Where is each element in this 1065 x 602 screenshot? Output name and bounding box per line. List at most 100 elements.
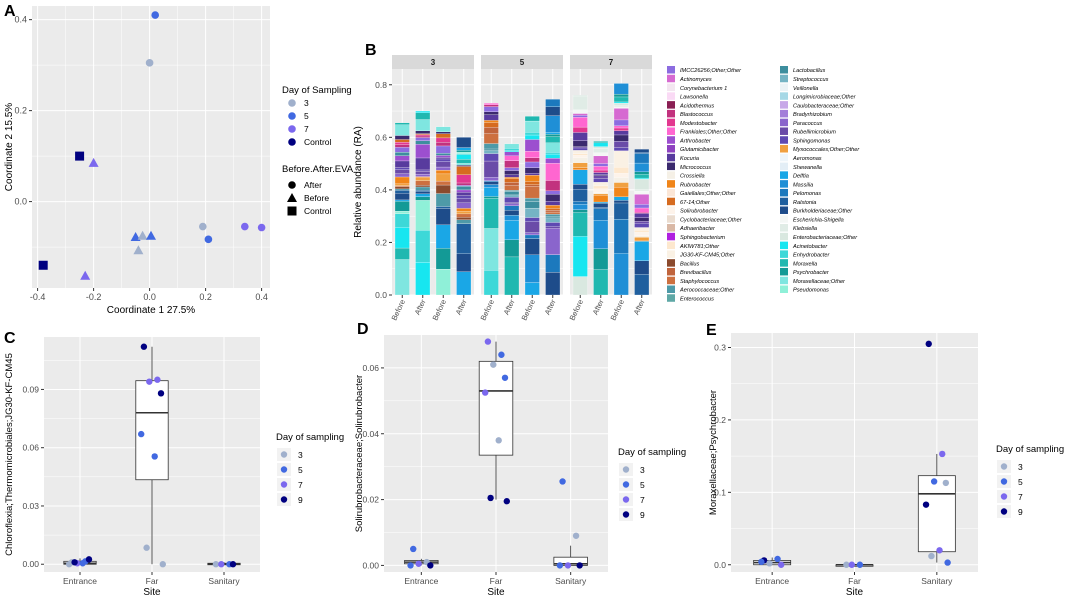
bar-segment — [504, 191, 520, 196]
bar-segment — [415, 134, 431, 137]
bar-segment — [613, 187, 629, 197]
bar-segment — [394, 190, 410, 194]
legend-label: JG30-KF-CM45;Other — [679, 253, 736, 259]
bar-segment — [394, 188, 410, 191]
x-tick-label: After — [502, 298, 517, 317]
jitter-point — [936, 547, 943, 554]
legend-key — [667, 197, 675, 206]
bar-segment — [634, 221, 650, 224]
bar-segment — [504, 194, 520, 198]
jitter-point — [495, 437, 502, 444]
bar-segment — [435, 184, 451, 194]
bar-segment — [456, 192, 472, 196]
y-tick-label: 0.03 — [22, 501, 39, 511]
bar-segment — [545, 190, 561, 195]
legend-key — [780, 224, 788, 232]
legend-label: Pelomonas — [793, 191, 821, 197]
bar-segment — [593, 269, 609, 296]
bar-segment — [572, 204, 588, 210]
bar-segment — [593, 166, 609, 171]
bar-segment — [572, 155, 588, 159]
jitter-point — [410, 545, 417, 553]
bar-segment — [593, 175, 609, 179]
legend-key — [667, 118, 675, 127]
bar-segment — [456, 202, 472, 209]
y-tick-label: 0.06 — [362, 363, 379, 373]
bar-segment — [415, 137, 431, 141]
bar-segment — [524, 139, 540, 152]
bar-segment — [504, 155, 520, 161]
y-tick-label: 0.6 — [375, 132, 387, 142]
bar-segment — [483, 114, 499, 121]
bar-segment — [504, 178, 520, 183]
bar-segment — [435, 269, 451, 296]
bar-segment — [613, 125, 629, 129]
legend-label: Actinomyces — [679, 77, 712, 83]
bar-segment — [483, 104, 499, 107]
bar-segment — [613, 101, 629, 104]
x-tick-label: Entrance — [404, 576, 438, 586]
bar-segment — [545, 163, 561, 181]
bar-segment — [415, 177, 431, 181]
bar-segment — [415, 157, 431, 171]
jitter-point — [66, 561, 73, 568]
jitter-point — [154, 376, 161, 383]
legend-label: 5 — [304, 111, 309, 121]
bar-segment — [415, 186, 431, 191]
bar-segment — [593, 201, 609, 204]
bar-segment — [545, 201, 561, 206]
legend-label: 9 — [298, 495, 303, 505]
bar-segment — [572, 147, 588, 151]
legend-key — [622, 481, 630, 488]
scatter-point — [133, 245, 144, 255]
bar-segment — [456, 271, 472, 296]
bar-segment — [634, 179, 650, 190]
bar-segment — [593, 185, 609, 189]
jitter-point — [556, 562, 564, 569]
x-tick-label: Sanitary — [555, 576, 587, 586]
bar-segment — [593, 146, 609, 149]
bar-segment — [572, 146, 588, 149]
y-axis-label: Moraxellaceae;Psychrobacter — [708, 390, 719, 515]
legend-label: Sphingobacterium — [680, 235, 725, 241]
bar-segment — [613, 130, 629, 136]
bar-segment — [545, 153, 561, 159]
y-tick-label: 0.00 — [362, 560, 379, 570]
legend-label: Acidothermus — [679, 103, 714, 109]
legend-key — [280, 451, 288, 458]
bar-segment — [524, 197, 540, 202]
bar-segment — [524, 238, 540, 256]
bar-segment — [435, 169, 451, 175]
bar-segment — [435, 131, 451, 134]
bar-segment — [613, 253, 629, 296]
bar-segment — [613, 141, 629, 148]
bar-segment — [524, 181, 540, 185]
bar-segment — [483, 133, 499, 144]
legend-label: Lawsonella — [680, 95, 708, 101]
jitter-point — [572, 532, 580, 539]
bar-segment — [613, 134, 629, 142]
legend-key — [288, 138, 296, 146]
jitter-point — [415, 560, 422, 567]
bar-segment — [394, 247, 410, 260]
bar-segment — [504, 174, 520, 178]
bar-segment — [394, 124, 410, 136]
x-tick-label: Before — [520, 298, 538, 322]
legend-key — [288, 112, 296, 120]
bar-segment — [572, 157, 588, 163]
legend-key — [1000, 463, 1008, 470]
bar-segment — [394, 176, 410, 185]
legend-key — [667, 162, 675, 171]
legend-key — [667, 109, 675, 118]
bar-segment — [394, 142, 410, 145]
bar-segment — [394, 211, 410, 214]
bar-segment — [593, 152, 609, 157]
legend-key — [287, 206, 297, 216]
bar-segment — [572, 201, 588, 205]
bar-segment — [613, 200, 629, 204]
bar-segment — [524, 186, 540, 199]
legend-key — [622, 466, 630, 473]
legend-label: Escherichia-Shigella — [793, 217, 844, 223]
jitter-point — [159, 561, 166, 568]
y-axis-label: Relative abundance (RA) — [353, 126, 364, 238]
